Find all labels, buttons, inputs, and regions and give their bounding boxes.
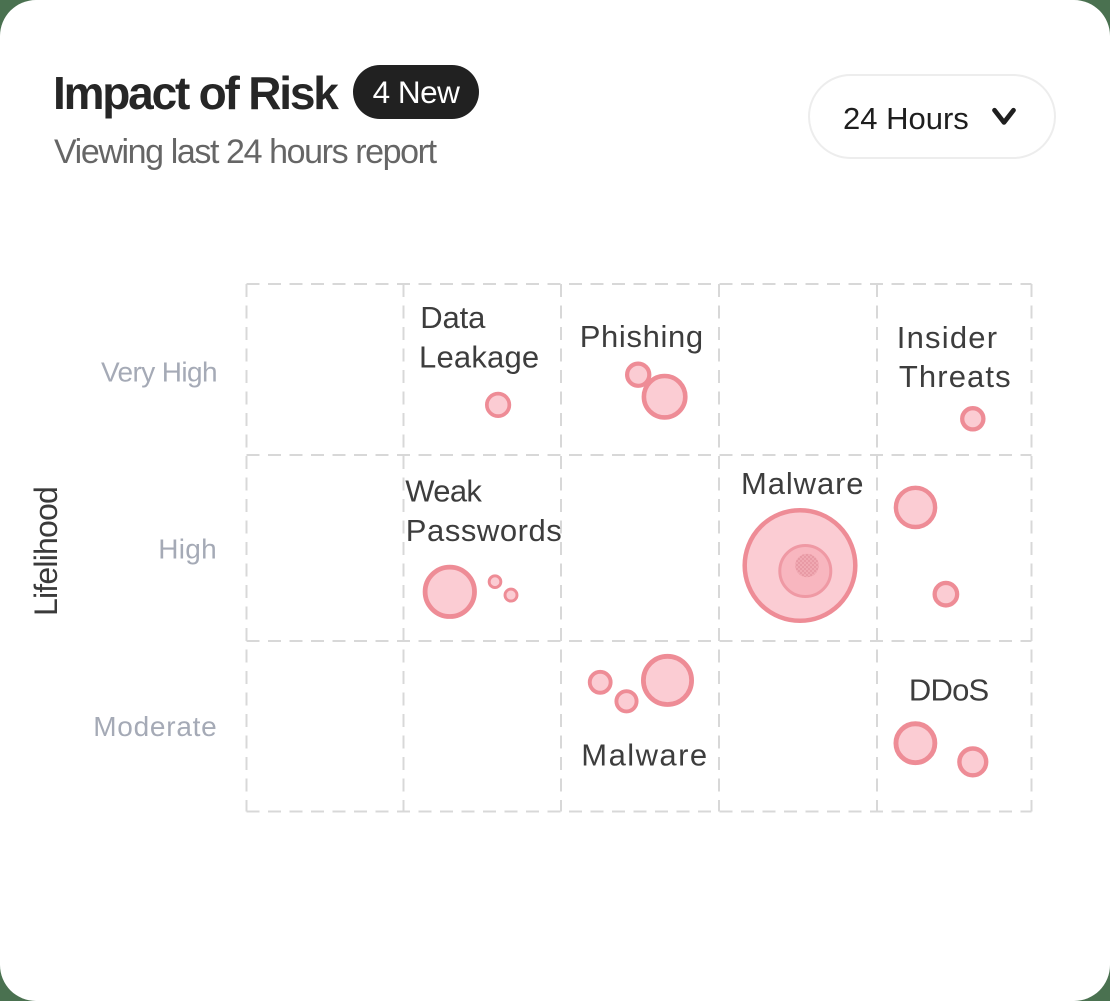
svg-text:Passwords: Passwords	[406, 513, 563, 548]
svg-text:DDoS: DDoS	[909, 672, 989, 707]
svg-text:Weak: Weak	[405, 474, 482, 509]
svg-text:Very High: Very High	[101, 357, 217, 388]
svg-text:Leakage: Leakage	[419, 339, 539, 374]
svg-text:Malware: Malware	[741, 466, 864, 501]
svg-text:Data: Data	[420, 300, 486, 335]
svg-text:High: High	[158, 534, 217, 565]
svg-text:Threats: Threats	[899, 359, 1012, 394]
svg-text:Moderate: Moderate	[93, 711, 217, 742]
svg-text:Lifelihood: Lifelihood	[28, 487, 64, 616]
svg-text:Insider: Insider	[897, 320, 998, 355]
svg-text:Malware: Malware	[581, 738, 708, 773]
svg-text:Phishing: Phishing	[580, 319, 704, 354]
